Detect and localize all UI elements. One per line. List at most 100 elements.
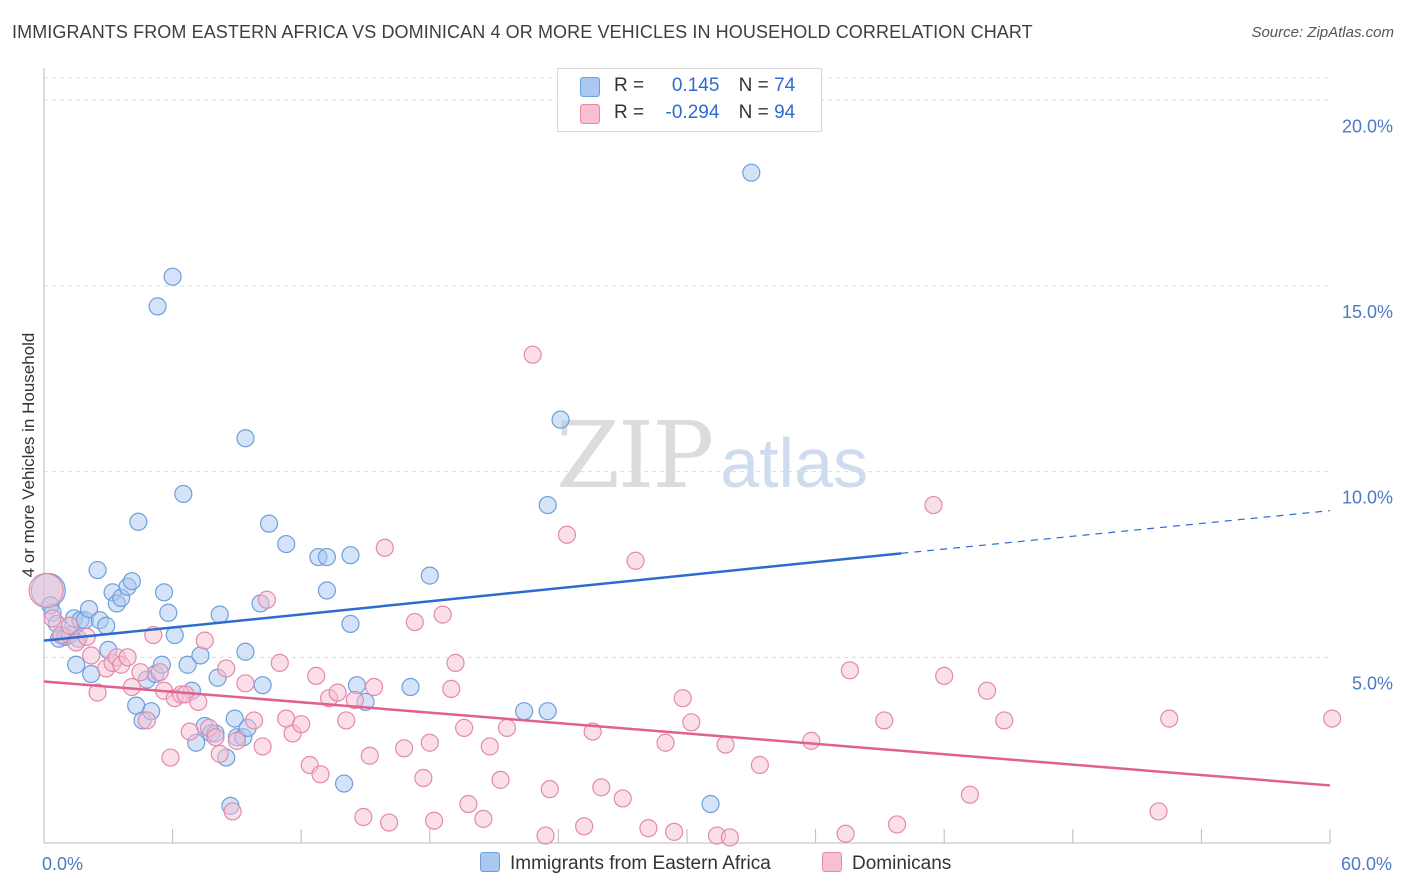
data-point bbox=[79, 599, 99, 619]
data-point bbox=[750, 755, 769, 775]
watermark-zip: ZIP bbox=[556, 402, 714, 509]
chart-title: IMMIGRANTS FROM EASTERN AFRICA VS DOMINI… bbox=[12, 22, 1033, 42]
data-point bbox=[257, 590, 277, 609]
data-point bbox=[875, 711, 894, 730]
data-point bbox=[345, 690, 364, 710]
data-point bbox=[154, 583, 174, 602]
data-point bbox=[639, 819, 658, 838]
legend-r-label: R = bbox=[614, 75, 645, 96]
data-point bbox=[97, 616, 116, 635]
data-point bbox=[401, 677, 420, 697]
data-point bbox=[742, 163, 761, 182]
bottom-legend-swatch-blue bbox=[480, 852, 500, 872]
bottom-legend-eastern-africa: Immigrants from Eastern Africa bbox=[480, 852, 771, 875]
data-point bbox=[180, 722, 199, 741]
data-point bbox=[337, 711, 356, 730]
y-tick-label: 10.0% bbox=[1342, 488, 1393, 508]
data-point bbox=[341, 614, 360, 633]
data-point bbox=[225, 709, 244, 728]
data-point bbox=[414, 768, 433, 788]
data-point bbox=[159, 603, 178, 622]
axes bbox=[43, 68, 1331, 844]
data-point bbox=[227, 731, 246, 750]
data-point bbox=[163, 267, 182, 286]
data-point bbox=[960, 785, 980, 804]
legend-r-value: 0.145 bbox=[671, 75, 720, 96]
x-tick-label: 0.0% bbox=[42, 854, 83, 874]
data-point bbox=[665, 822, 684, 841]
data-point bbox=[551, 410, 570, 429]
data-point bbox=[1323, 709, 1342, 728]
data-point bbox=[317, 547, 337, 567]
data-point bbox=[1149, 802, 1168, 821]
data-point bbox=[131, 663, 150, 682]
data-point bbox=[210, 605, 229, 624]
data-point bbox=[236, 674, 255, 693]
data-point bbox=[210, 744, 229, 763]
data-point bbox=[682, 713, 701, 732]
data-point bbox=[129, 512, 148, 531]
data-point bbox=[270, 653, 289, 672]
data-point bbox=[557, 525, 577, 544]
data-point bbox=[523, 345, 542, 364]
data-point bbox=[626, 551, 645, 570]
data-point bbox=[317, 581, 337, 600]
data-point bbox=[538, 702, 557, 721]
data-point bbox=[394, 739, 414, 758]
data-point bbox=[375, 538, 394, 557]
data-point bbox=[1160, 709, 1179, 728]
y-tick-label: 5.0% bbox=[1352, 673, 1393, 693]
legend-n-value: 74 bbox=[774, 75, 796, 96]
data-point bbox=[935, 666, 954, 685]
x-tick-label: 60.0% bbox=[1341, 854, 1392, 874]
data-point bbox=[420, 733, 439, 752]
data-point bbox=[433, 605, 452, 624]
legend-n-value: 94 bbox=[774, 102, 796, 123]
data-point bbox=[405, 612, 424, 632]
data-point bbox=[575, 817, 594, 836]
data-point bbox=[701, 794, 720, 814]
legend-n-label: N = bbox=[738, 102, 769, 123]
trend-line bbox=[43, 552, 902, 642]
data-point bbox=[150, 663, 169, 682]
bottom-legend-dominicans: Dominicans bbox=[822, 852, 951, 875]
data-point bbox=[360, 746, 379, 765]
data-point bbox=[88, 560, 107, 580]
data-point bbox=[442, 679, 461, 698]
tick-labels: 5.0% 10.0% 15.0% 20.0% 0.0% 60.0% bbox=[42, 116, 1393, 874]
data-point bbox=[206, 728, 225, 747]
data-point bbox=[28, 572, 64, 609]
data-point bbox=[924, 495, 943, 515]
data-point bbox=[836, 824, 855, 843]
data-point bbox=[60, 616, 79, 635]
watermark-atlas: atlas bbox=[720, 424, 869, 502]
data-point bbox=[67, 655, 86, 674]
data-point bbox=[253, 676, 272, 695]
legend-n-label: N = bbox=[738, 75, 769, 96]
trend-line bbox=[43, 680, 1331, 787]
legend-row-eastern-africa: R = 0.145 N = 74 bbox=[580, 75, 796, 97]
y-axis-label: 4 or more Vehicles in Household bbox=[19, 333, 38, 578]
legend-r-label: R = bbox=[614, 102, 645, 123]
data-point bbox=[236, 429, 255, 448]
legend-r-value: -0.294 bbox=[665, 102, 720, 123]
data-point bbox=[236, 642, 255, 661]
grid-lines bbox=[44, 77, 1330, 658]
data-point bbox=[673, 689, 692, 708]
data-point bbox=[540, 780, 559, 799]
data-point bbox=[977, 681, 997, 700]
data-point bbox=[292, 715, 311, 734]
data-point bbox=[420, 566, 439, 585]
data-point bbox=[424, 811, 444, 830]
data-point bbox=[122, 572, 141, 591]
data-point bbox=[538, 495, 557, 515]
data-point bbox=[480, 737, 499, 756]
data-point bbox=[328, 683, 347, 702]
data-point bbox=[178, 655, 197, 674]
data-point bbox=[446, 653, 465, 672]
data-point bbox=[307, 666, 326, 685]
data-point bbox=[137, 711, 156, 730]
data-point bbox=[82, 646, 101, 665]
data-point bbox=[161, 748, 180, 767]
